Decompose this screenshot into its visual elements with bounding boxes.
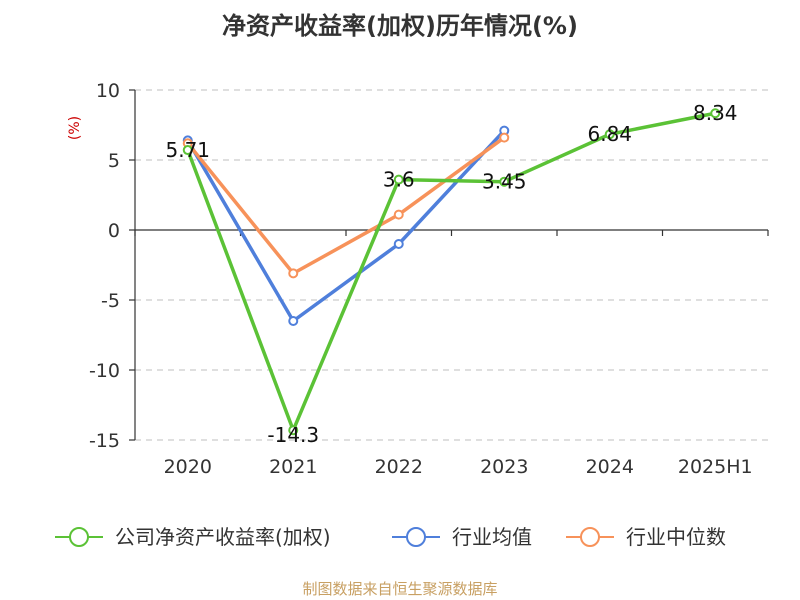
data-point[interactable] xyxy=(288,268,299,279)
legend-marker-icon xyxy=(406,527,426,547)
y-tick-label: 10 xyxy=(96,80,120,102)
data-point[interactable] xyxy=(182,145,193,156)
legend-item[interactable]: 行业中位数 xyxy=(566,525,726,549)
x-tick-label: 2021 xyxy=(269,456,317,478)
axes: 10 5 0 -5 -10 -15 2020 2021 2022 2023 2024 2025H1 xyxy=(89,80,769,478)
data-point[interactable] xyxy=(393,209,404,220)
x-tick-label: 2025H1 xyxy=(678,456,753,478)
series-line xyxy=(186,111,717,432)
legend-label: 行业均值 xyxy=(452,525,532,549)
data-point[interactable] xyxy=(288,425,299,436)
data-point[interactable] xyxy=(710,108,721,119)
x-tick-label: 2024 xyxy=(586,456,634,478)
data-label: 6.84 xyxy=(587,122,632,146)
data-label: -14.3 xyxy=(267,423,319,447)
series-line xyxy=(186,135,506,276)
data-point[interactable] xyxy=(499,132,510,143)
data-labels: 5.71 -14.3 3.6 3.45 6.84 8.34 xyxy=(165,101,737,447)
data-label: 5.71 xyxy=(165,138,210,162)
data-label: 3.6 xyxy=(383,168,415,192)
y-tick-label: -5 xyxy=(101,290,120,312)
data-point[interactable] xyxy=(393,174,404,185)
series-lines xyxy=(182,108,721,436)
y-axis-unit-label: (%) xyxy=(67,116,83,140)
y-tick-label: 5 xyxy=(108,150,120,172)
series-line xyxy=(186,128,506,323)
y-tick-label: 0 xyxy=(108,220,120,242)
data-point[interactable] xyxy=(604,129,615,140)
data-point[interactable] xyxy=(393,239,404,249)
x-tick-label: 2020 xyxy=(164,456,212,478)
legend-label: 公司净资产收益率(加权) xyxy=(115,525,331,549)
x-tick-label: 2022 xyxy=(375,456,423,478)
x-tick-label: 2023 xyxy=(480,456,528,478)
data-label: 8.34 xyxy=(693,101,738,125)
data-point[interactable] xyxy=(288,316,299,326)
data-label: 3.45 xyxy=(482,170,527,194)
legend-item[interactable]: 行业均值 xyxy=(392,525,532,549)
source-note: 制图数据来自恒生聚源数据库 xyxy=(302,580,497,598)
legend-item[interactable]: 公司净资产收益率(加权) xyxy=(55,525,331,549)
data-point[interactable] xyxy=(499,176,510,187)
legend-marker-icon xyxy=(69,527,89,547)
legend-label: 行业中位数 xyxy=(626,525,726,549)
chart-title: 净资产收益率(加权)历年情况(%) xyxy=(222,12,578,40)
legend-marker-icon xyxy=(580,527,600,547)
legend[interactable]: 公司净资产收益率(加权) 行业均值 行业中位数 xyxy=(55,525,726,549)
y-tick-label: -10 xyxy=(89,360,120,382)
y-tick-label: -15 xyxy=(89,430,120,452)
